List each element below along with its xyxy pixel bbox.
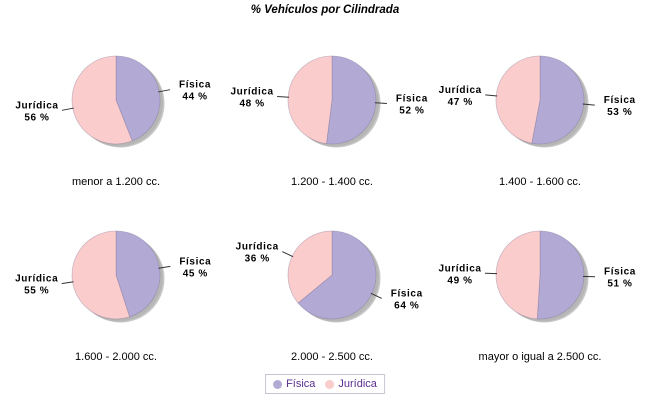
leader-line [61,107,74,111]
leader-line [485,94,498,97]
pie-chart: Física 52 % Jurídica 48 % [231,55,428,148]
pie-panel: Física 51 % Jurídica 49 % mayor o igual a 2… [432,205,648,375]
legend-item: Jurídica [325,378,377,390]
leader-line [158,89,171,93]
slice-label: Jurídica 55 % [15,274,58,297]
pie-caption: menor a 1.200 cc. [71,176,161,188]
pie-chart: Física 53 % Jurídica 47 % [439,55,636,148]
leader-line [582,103,595,106]
pie-caption: mayor o igual a 2.500 cc. [478,351,602,363]
leader-line [61,281,74,285]
leader-line [282,251,294,258]
legend-marker-icon [325,379,335,389]
leader-line [370,292,382,299]
legend-item: Física [273,378,315,390]
legend-marker-icon [273,379,283,389]
pie-panel: Física 52 % Jurídica 48 % 1.200 - 1.400 cc. [224,30,440,200]
slice-label: Jurídica 48 % [231,87,274,110]
pie-panel: Física 64 % Jurídica 36 % 2.000 - 2.500 cc. [224,205,440,375]
pie-panel: Física 44 % Jurídica 56 % menor a 1.200 cc. [8,30,224,200]
pie-panel: Física 45 % Jurídica 55 % 1.600 - 2.000 cc. [8,205,224,375]
slice-label: Física 44 % [179,80,211,103]
slice-label: Jurídica 49 % [438,263,481,286]
pie-caption: 1.400 - 1.600 cc. [499,176,581,188]
legend: Física Jurídica [265,374,385,394]
leader-line [374,102,387,104]
leader-line [277,96,290,98]
pie-caption: 1.600 - 2.000 cc. [75,351,157,363]
slice-label: Física 53 % [604,95,636,118]
leader-line [158,265,171,269]
pie-chart: Física 64 % Jurídica 36 % [236,230,423,323]
pie-panel: Física 53 % Jurídica 47 % 1.400 - 1.600 cc. [432,30,648,200]
pie-slice-juridica [495,230,541,320]
pie-chart: Física 51 % Jurídica 49 % [438,230,636,323]
slice-label: Física 52 % [396,93,428,116]
slice-label: Jurídica 47 % [439,85,482,108]
pie-slice-juridica [495,55,541,144]
slice-label: Jurídica 56 % [15,100,58,123]
legend-label-1: Jurídica [338,378,377,390]
pie-slice-juridica [287,55,333,145]
pie-caption: 1.200 - 1.400 cc. [291,176,373,188]
slice-label: Jurídica 36 % [236,242,279,265]
chart-title: % Vehículos por Cilindrada [250,4,400,16]
slice-label: Física 64 % [391,288,423,311]
pie-caption: 2.000 - 2.500 cc. [291,351,373,363]
pie-chart: Física 45 % Jurídica 55 % [15,230,211,323]
slice-label: Física 51 % [604,267,636,290]
legend-label-0: Física [286,378,316,390]
pie-chart: Física 44 % Jurídica 56 % [15,55,211,148]
slice-label: Física 45 % [179,256,211,279]
